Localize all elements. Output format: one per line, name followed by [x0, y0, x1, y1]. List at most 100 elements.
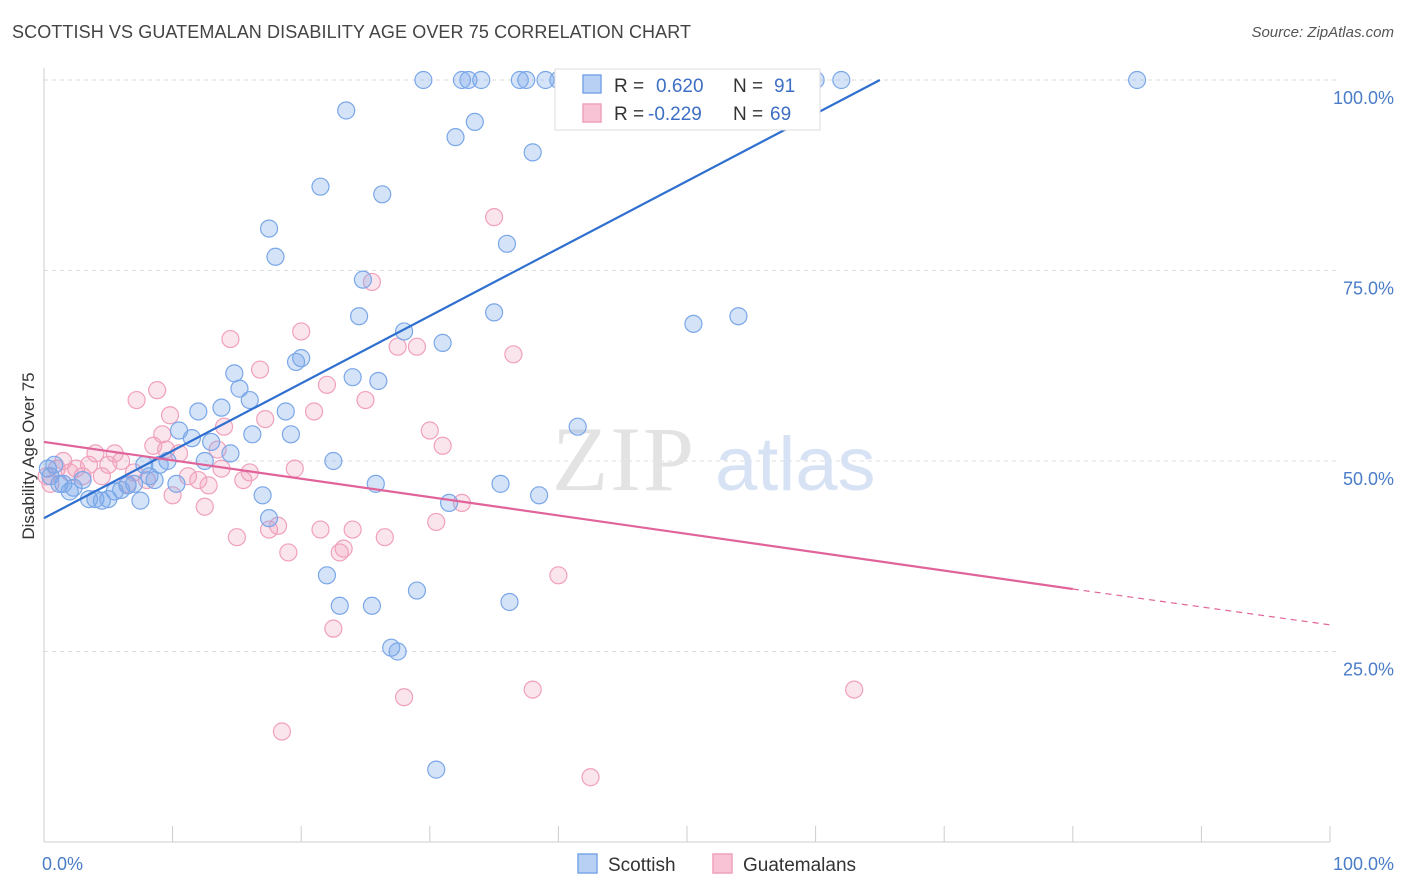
guatemalan-swatch: [582, 103, 602, 123]
guatemalan-point-61: [504, 345, 523, 364]
scottish-point-37: [266, 247, 285, 266]
guatemalan-point-44: [311, 520, 330, 539]
scottish-point-53: [373, 185, 392, 204]
guatemalan-point-7: [79, 455, 99, 474]
guatemalan-point-58: [433, 436, 452, 455]
scottish-point-72: [517, 70, 536, 90]
scottish-swatch: [582, 74, 602, 94]
scottish-point-58: [414, 70, 433, 90]
scottish-point-84: [729, 307, 748, 326]
source-label: Source: ZipAtlas.com: [1251, 24, 1394, 41]
scottish-point-82: [684, 314, 703, 333]
scottish-point-66: [472, 70, 491, 90]
scottish-point-27: [202, 432, 221, 452]
scottish-point-75: [536, 70, 555, 90]
scottish-trend-line: [43, 79, 881, 520]
scottish-n-value: 91: [774, 76, 795, 97]
bottom-legend-scottish-label: Scottish: [608, 855, 676, 876]
guatemalan-point-43: [304, 402, 324, 421]
guatemalan-point-22: [163, 486, 182, 505]
guatemalan-point-31: [221, 329, 240, 349]
guatemalan-point-62: [523, 680, 542, 699]
watermark-zip: ZIP: [552, 408, 696, 510]
guatemalan-point-56: [420, 421, 439, 440]
x-tick-marks: [43, 826, 1331, 842]
trend-lines: [43, 79, 1331, 626]
y-tick-label-75: 75.0%: [1343, 279, 1394, 299]
scottish-point-60: [433, 333, 452, 352]
guatemalan-point-49: [343, 520, 362, 539]
scottish-point-88: [832, 70, 851, 90]
scottish-n-label: N =: [733, 76, 763, 97]
y-tick-labels: 25.0% 50.0% 75.0% 100.0%: [1333, 88, 1394, 680]
scottish-point-41: [292, 349, 311, 368]
chart-title: SCOTTISH VS GUATEMALAN DISABILITY AGE OV…: [12, 22, 692, 42]
guatemalan-point-53: [388, 337, 407, 356]
scottish-point-61: [439, 493, 459, 513]
guatemalan-point-15: [127, 390, 146, 410]
scottish-point-55: [388, 642, 407, 661]
guatemalan-point-54: [394, 688, 414, 707]
guatemalan-point-21: [160, 406, 180, 425]
scottish-point-43: [317, 566, 337, 585]
scottish-point-38: [276, 402, 295, 421]
guatemalan-point-32: [227, 528, 246, 547]
scottish-point-15: [124, 474, 144, 493]
y-tick-label-25: 25.0%: [1343, 660, 1394, 680]
guatemalan-point-26: [195, 497, 214, 516]
scottish-point-42: [311, 177, 330, 196]
scottish-r-value: 0.620: [656, 76, 704, 97]
guatemalan-point-40: [279, 543, 298, 562]
watermark-atlas: atlas: [715, 422, 876, 507]
guatemalan-point-57: [427, 512, 446, 532]
scottish-point-14: [118, 476, 137, 495]
scottish-point-49: [353, 270, 373, 289]
guatemalan-point-55: [407, 337, 427, 356]
scottish-point-30: [225, 364, 244, 383]
scottish-point-52: [369, 371, 388, 391]
stats-legend: R = 0.620 N = 91 R = -0.229 N = 69: [554, 68, 821, 131]
guatemalan-point-27: [199, 476, 218, 495]
guatemalan-point-48: [334, 539, 353, 558]
scottish-point-69: [497, 234, 517, 253]
scottish-point-68: [491, 474, 510, 493]
scottish-point-89: [1127, 70, 1147, 90]
scottish-point-22: [167, 474, 186, 493]
scottish-point-10: [92, 491, 111, 510]
scottish-point-34: [253, 486, 272, 505]
scottish-point-63: [452, 70, 472, 90]
guatemalan-point-52: [375, 528, 394, 547]
scottish-point-65: [465, 112, 484, 132]
guatemalan-point-64: [581, 768, 600, 787]
scottish-point-45: [330, 596, 349, 615]
scottish-point-25: [189, 402, 208, 421]
watermark: ZIP atlas: [552, 408, 876, 510]
scottish-point-62: [446, 128, 465, 147]
guatemalan-point-46: [324, 619, 343, 638]
scottish-point-71: [510, 70, 529, 90]
guatemalan-n-value: 69: [770, 104, 791, 125]
guatemalan-point-36: [256, 409, 275, 429]
guatemalan-point-19: [153, 425, 172, 444]
y-axis-label: Disability Age Over 75: [19, 372, 38, 539]
scottish-point-36: [259, 219, 279, 238]
scottish-point-59: [427, 760, 446, 779]
scottish-point-46: [337, 101, 356, 120]
guatemalan-point-60: [485, 208, 504, 227]
scottish-point-32: [240, 390, 259, 410]
scottish-point-2: [45, 455, 64, 474]
guatemalan-point-45: [317, 375, 337, 394]
scottish-point-78: [568, 417, 587, 436]
bottom-legend-scottish-swatch: [577, 853, 598, 874]
guatemalan-point-41: [285, 459, 304, 478]
guatemalan-point-42: [292, 322, 311, 341]
scottish-point-28: [212, 398, 231, 417]
bottom-legend-guatemalan-swatch: [712, 853, 733, 874]
guatemalan-n-label: N =: [733, 104, 763, 125]
scottish-point-74: [530, 486, 549, 505]
guatemalan-point-50: [356, 390, 375, 410]
guatemalan-point-18: [148, 381, 167, 400]
y-tick-label-50: 50.0%: [1343, 469, 1394, 489]
scottish-point-64: [459, 70, 478, 90]
